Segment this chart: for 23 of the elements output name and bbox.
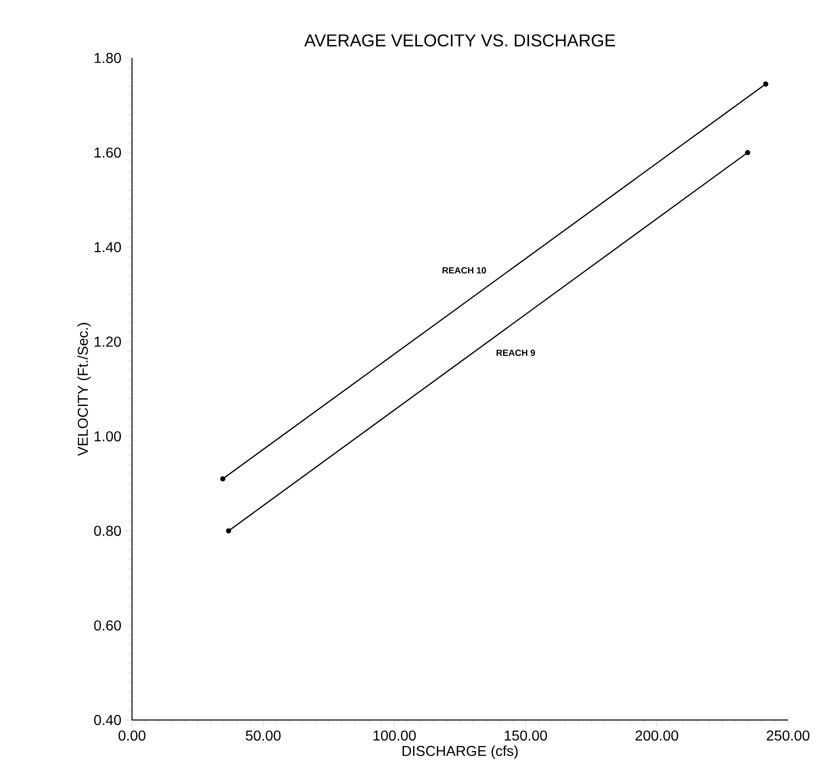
y-tick-label: 1.60 (94, 147, 121, 158)
point (745, 150, 750, 156)
series-label: REACH 10 (442, 267, 486, 274)
point (220, 476, 226, 482)
y-tick-label: 0.40 (94, 714, 121, 726)
point (226, 528, 232, 534)
chart-title: AVERAGE VELOCITY VS. DISCHARGE (304, 34, 616, 47)
x-tick-label: 0.00 (118, 730, 146, 741)
y-axis-title: VELOCITY (Ft./Sec.) (77, 322, 91, 456)
series-label: REACH 9 (496, 350, 535, 356)
y-tick-label: 1.20 (94, 336, 121, 347)
x-tick-label: 250.00 (766, 730, 810, 741)
x-tick-label: 200.00 (636, 730, 678, 741)
y-tick-label: 0.80 (94, 526, 121, 536)
x-tick-label: 50.00 (246, 730, 281, 741)
x-axis-title: DISCHARGE (cfs) (402, 746, 518, 759)
x-tick-label: 150.00 (504, 730, 547, 741)
point (763, 81, 768, 87)
y-tick-label: 1.00 (94, 431, 121, 442)
y-tick-label: 1.40 (94, 242, 121, 252)
x-tick-label: 100.00 (374, 730, 416, 741)
y-tick-label: 1.80 (94, 52, 121, 64)
y-tick-label: 0.60 (94, 620, 121, 631)
